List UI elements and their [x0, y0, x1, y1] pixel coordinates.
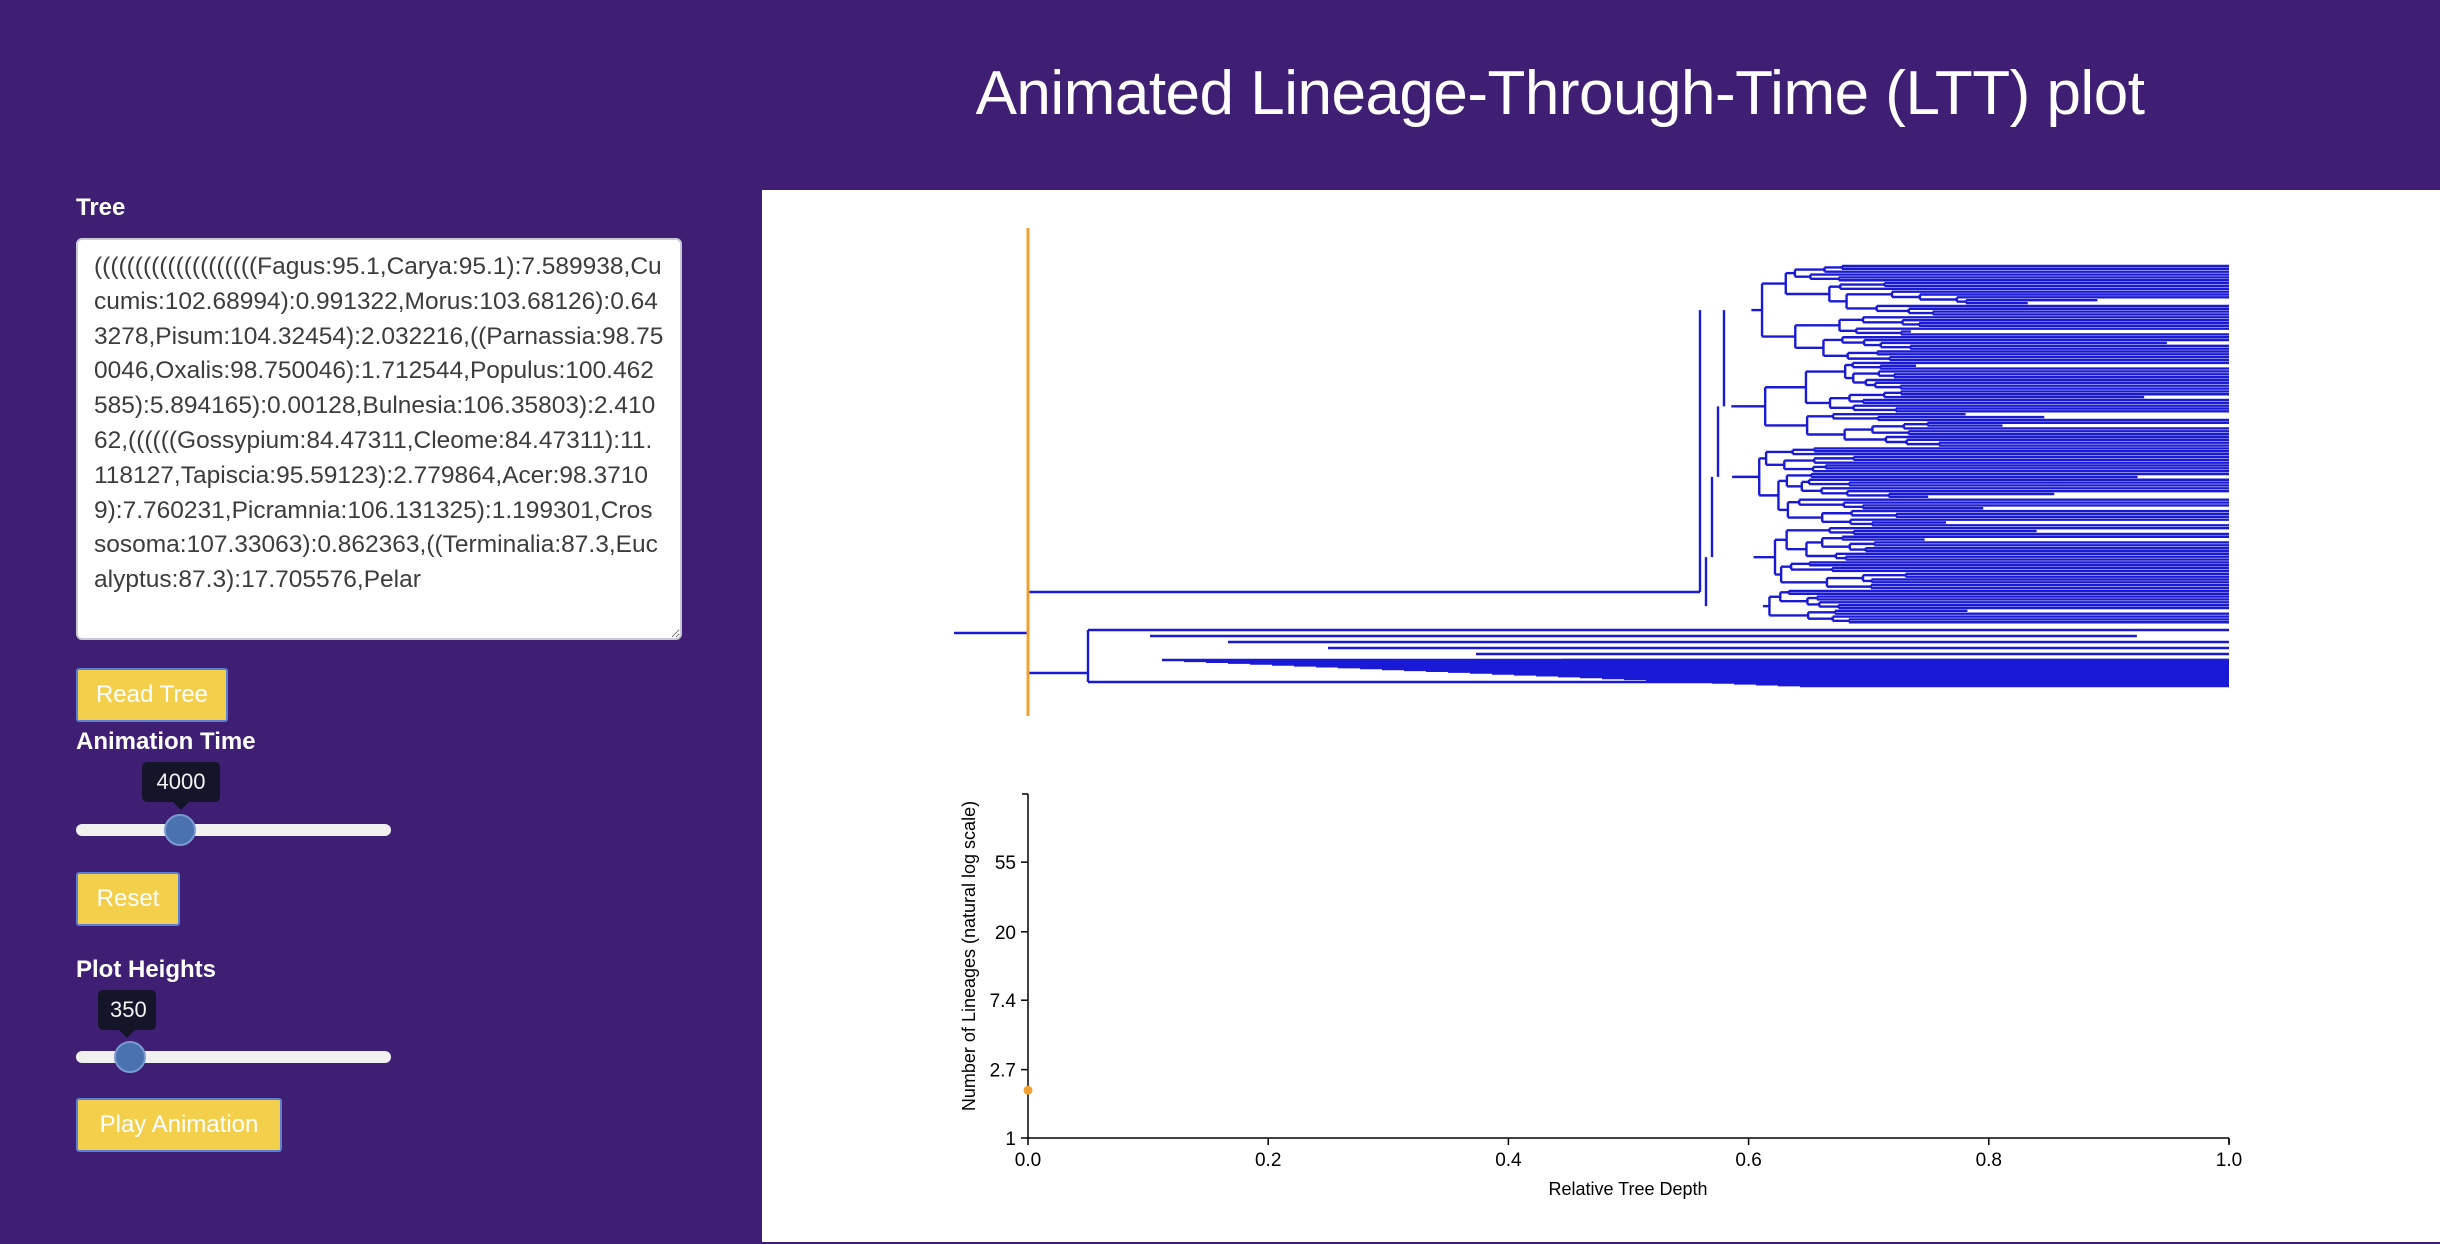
phylogenetic-tree [954, 264, 2229, 688]
ltt-point [1023, 1085, 1033, 1095]
tree-input[interactable]: ((((((((((((((((((((Fagus:95.1,Carya:95.… [76, 238, 682, 640]
x-tick-label: 0.4 [1495, 1150, 1522, 1171]
plot-heights-slider-thumb[interactable] [113, 1041, 146, 1073]
x-tick-label: 0.8 [1976, 1150, 2002, 1171]
x-tick-label: 1.0 [2216, 1150, 2242, 1171]
y-axis-title: Number of Lineages (natural log scale) [959, 801, 979, 1111]
animation-time-slider-thumb[interactable] [163, 814, 196, 846]
y-tick-label: 2.7 [990, 1061, 1016, 1082]
x-tick-label: 0.6 [1735, 1150, 1761, 1171]
plot-area: 0.0 0.2 0.4 0.6 0.8 1.0 1 2.7 7.4 20 55 Relative … [762, 190, 2440, 1242]
plot-heights-label: Plot Heights [76, 956, 217, 983]
x-tick-label: 0.2 [1255, 1150, 1281, 1171]
x-axis-ticks: 0.0 0.2 0.4 0.6 0.8 1.0 [1015, 1138, 2242, 1171]
plot-heights-slider[interactable] [76, 1051, 391, 1063]
tree-label: Tree [76, 194, 126, 221]
reset-button[interactable]: Reset [76, 872, 180, 926]
play-animation-button[interactable]: Play Animation [76, 1098, 282, 1152]
y-tick-label: 7.4 [990, 991, 1017, 1012]
page-title: Animated Lineage-Through-Time (LTT) plot [975, 59, 2145, 128]
x-tick-label: 0.0 [1015, 1150, 1041, 1171]
y-tick-label: 1 [1005, 1129, 1016, 1150]
plot-heights-tooltip: 350 [98, 990, 156, 1038]
y-tick-label: 55 [995, 853, 1016, 874]
plots-svg: 0.0 0.2 0.4 0.6 0.8 1.0 1 2.7 7.4 20 55 Relative … [954, 228, 2242, 1199]
x-axis-title: Relative Tree Depth [1548, 1179, 1707, 1199]
ltt-chart: 0.0 0.2 0.4 0.6 0.8 1.0 1 2.7 7.4 20 55 Relative … [959, 793, 2242, 1199]
y-tick-label: 20 [995, 923, 1016, 944]
read-tree-button[interactable]: Read Tree [76, 668, 228, 722]
header: Animated Lineage-Through-Time (LTT) plot [0, 0, 2440, 190]
animation-time-tooltip: 4000 [142, 762, 220, 810]
y-axis-ticks: 1 2.7 7.4 20 55 [990, 853, 1028, 1150]
animation-time-label: Animation Time [76, 728, 256, 755]
animation-time-slider[interactable] [76, 824, 391, 836]
ltt-points [1023, 1085, 1033, 1095]
